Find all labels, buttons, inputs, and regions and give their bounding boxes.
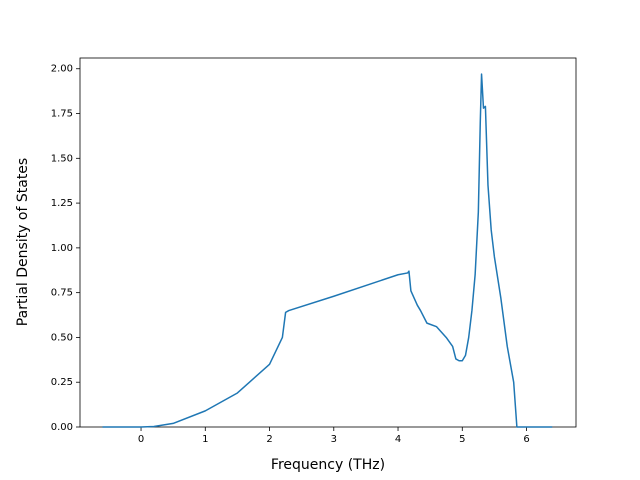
x-tick-label: 0 [138,434,144,445]
y-tick-label: 1.75 [51,109,73,120]
x-tick-label: 1 [202,434,208,445]
y-tick-label: 1.50 [51,153,73,164]
y-tick-label: 1.25 [51,198,73,209]
y-tick-label: 0.50 [51,332,73,343]
plot-frame [79,57,577,428]
y-tick-label: 1.00 [51,243,73,254]
x-tick-label: 2 [266,434,272,445]
y-axis-label: Partial Density of States [15,158,31,326]
y-tick-label: 2.00 [51,64,73,75]
x-axis-label: Frequency (THz) [271,457,385,473]
data-line [102,73,553,428]
y-tick-label: 0.75 [51,288,73,299]
y-tick-label: 0.00 [51,422,73,433]
x-tick-label: 6 [523,434,529,445]
x-tick-label: 5 [459,434,465,445]
x-tick-label: 4 [395,434,401,445]
y-tick-label: 0.25 [51,377,73,388]
x-tick-label: 3 [331,434,337,445]
